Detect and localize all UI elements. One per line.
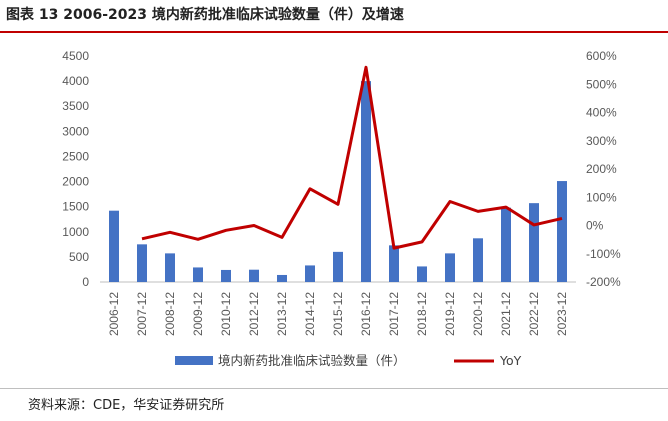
right-tick-label: 0% (586, 219, 604, 233)
legend-line-label: YoY (499, 353, 522, 368)
right-tick-label: 400% (586, 106, 617, 120)
left-tick-label: 0 (82, 275, 89, 289)
bar (221, 269, 231, 282)
right-tick-label: -100% (586, 247, 621, 261)
left-tick-label: 500 (69, 250, 89, 264)
x-tick-label: 2018-12 (415, 292, 429, 336)
left-tick-label: 3000 (62, 124, 89, 138)
source-rule (0, 388, 668, 389)
bar (557, 181, 567, 282)
left-tick-label: 4500 (62, 49, 89, 63)
x-tick-label: 2008-12 (163, 292, 177, 336)
left-tick-label: 1500 (62, 200, 89, 214)
right-tick-label: 600% (586, 49, 617, 63)
x-tick-label: 2016-12 (359, 292, 373, 336)
bar (473, 238, 483, 282)
x-tick-label: 2017-12 (387, 292, 401, 336)
legend: 境内新药批准临床试验数量（件） YoY (175, 353, 522, 368)
bar (137, 244, 147, 282)
x-tick-label: 2019-12 (443, 292, 457, 336)
title-rule (0, 31, 668, 33)
legend-bar-swatch (175, 356, 213, 365)
bar (249, 269, 259, 282)
left-axis: 0 500 1000 1500 2000 2500 3000 3500 4000 4500 (62, 49, 89, 289)
right-tick-label: 100% (586, 190, 617, 204)
left-tick-label: 4000 (62, 74, 89, 88)
bar (193, 267, 203, 282)
bar (389, 245, 399, 282)
left-tick-label: 2000 (62, 175, 89, 189)
x-axis: 2006-12 2007-12 2008-12 2009-12 2010-12 2012-… (107, 292, 569, 336)
x-tick-label: 2007-12 (135, 292, 149, 336)
x-tick-label: 2015-12 (331, 292, 345, 336)
right-tick-label: 300% (586, 134, 617, 148)
x-tick-label: 2023-12 (555, 292, 569, 336)
bar (529, 203, 539, 282)
chart-title: 图表 13 2006-2023 境内新药批准临床试验数量（件）及增速 (6, 7, 404, 23)
yoy-line (141, 65, 563, 250)
x-tick-label: 2010-12 (219, 292, 233, 336)
x-tick-label: 2006-12 (107, 292, 121, 336)
left-tick-label: 2500 (62, 149, 89, 163)
right-tick-label: -200% (586, 275, 621, 289)
bar (417, 266, 427, 282)
bar (445, 253, 455, 282)
x-tick-label: 2022-12 (527, 292, 541, 336)
x-tick-label: 2021-12 (499, 292, 513, 336)
bar (277, 274, 287, 282)
bar-series (109, 81, 567, 282)
bar (165, 253, 175, 282)
x-tick-label: 2020-12 (471, 292, 485, 336)
right-tick-label: 200% (586, 162, 617, 176)
x-tick-label: 2012-12 (247, 292, 261, 336)
bar (305, 265, 315, 282)
x-tick-label: 2009-12 (191, 292, 205, 336)
x-tick-label: 2013-12 (275, 292, 289, 336)
legend-bar-label: 境内新药批准临床试验数量（件） (218, 353, 406, 368)
bar (109, 210, 119, 282)
right-tick-label: 500% (586, 77, 617, 91)
bar (333, 251, 343, 282)
bar (501, 207, 511, 282)
x-tick-label: 2014-12 (303, 292, 317, 336)
line-series (141, 65, 563, 250)
right-axis: -200% -100% 0% 100% 200% 300% 400% 500% 600% (586, 49, 621, 289)
source-note: 资料来源：CDE，华安证券研究所 (28, 398, 225, 413)
left-tick-label: 1000 (62, 225, 89, 239)
bar (361, 81, 371, 282)
left-tick-label: 3500 (62, 99, 89, 113)
